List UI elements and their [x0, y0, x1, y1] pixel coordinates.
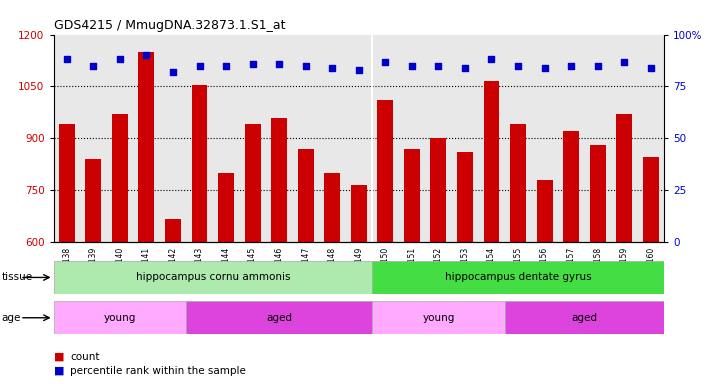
Bar [218, 173, 234, 242]
Point [114, 56, 126, 63]
Point [433, 63, 444, 69]
Point [273, 61, 285, 67]
Text: hippocampus dentate gyrus: hippocampus dentate gyrus [445, 272, 591, 283]
Point [618, 58, 630, 65]
Text: aged: aged [571, 313, 598, 323]
Bar [165, 220, 181, 242]
Point [592, 63, 603, 69]
Point [645, 65, 656, 71]
Bar [378, 100, 393, 242]
Text: age: age [1, 313, 21, 323]
Point [459, 65, 471, 71]
Bar [372, 301, 505, 334]
Point [247, 61, 258, 67]
Point [539, 65, 550, 71]
Bar [537, 180, 553, 242]
Bar [186, 301, 372, 334]
Bar [510, 124, 526, 242]
Bar [112, 114, 128, 242]
Point [406, 63, 418, 69]
Text: young: young [104, 313, 136, 323]
Bar [505, 301, 664, 334]
Bar [54, 261, 372, 294]
Bar [298, 149, 313, 242]
Text: tissue: tissue [1, 272, 33, 283]
Point [167, 69, 178, 75]
Bar [351, 185, 367, 242]
Point [300, 63, 311, 69]
Bar [483, 81, 500, 242]
Point [486, 56, 497, 63]
Text: percentile rank within the sample: percentile rank within the sample [70, 366, 246, 376]
Text: ■: ■ [54, 366, 64, 376]
Bar [590, 145, 605, 242]
Bar [431, 138, 446, 242]
Bar [643, 157, 659, 242]
Bar [54, 301, 186, 334]
Point [88, 63, 99, 69]
Bar [616, 114, 632, 242]
Text: count: count [70, 352, 99, 362]
Bar [139, 52, 154, 242]
Point [380, 58, 391, 65]
Bar [372, 261, 664, 294]
Bar [59, 124, 75, 242]
Point [353, 67, 365, 73]
Bar [457, 152, 473, 242]
Point [61, 56, 73, 63]
Text: aged: aged [266, 313, 292, 323]
Bar [191, 85, 208, 242]
Point [221, 63, 232, 69]
Text: young: young [422, 313, 455, 323]
Bar [563, 131, 579, 242]
Text: hippocampus cornu ammonis: hippocampus cornu ammonis [136, 272, 290, 283]
Text: ■: ■ [54, 352, 64, 362]
Bar [404, 149, 420, 242]
Point [326, 65, 338, 71]
Point [193, 63, 205, 69]
Bar [245, 124, 261, 242]
Point [513, 63, 524, 69]
Bar [324, 173, 340, 242]
Bar [271, 118, 287, 242]
Point [141, 52, 152, 58]
Point [565, 63, 577, 69]
Bar [86, 159, 101, 242]
Text: GDS4215 / MmugDNA.32873.1.S1_at: GDS4215 / MmugDNA.32873.1.S1_at [54, 19, 285, 32]
